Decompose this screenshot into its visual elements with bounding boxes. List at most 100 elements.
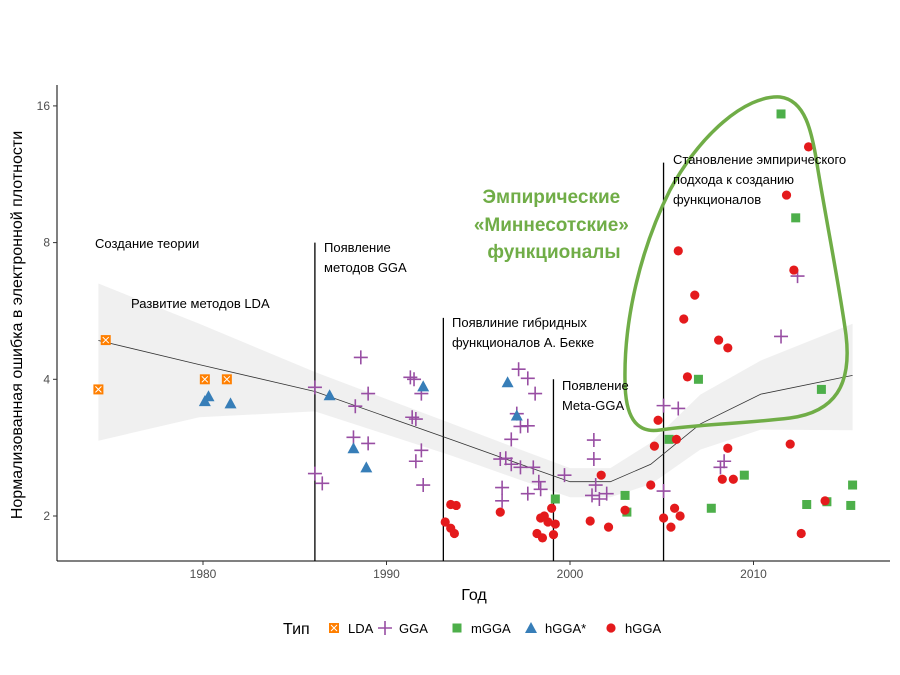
data-point-hgga [717,474,727,484]
data-point-mgga [739,470,749,480]
annotation-hybrid: Появлиние гибридных функционалов А. Бекк… [452,315,594,350]
data-point-gga [592,492,607,507]
data-point-gga [774,329,789,344]
legend-title: Тип [283,621,310,638]
data-point-hgga-star [323,389,336,401]
annotation-metagga: Появление Meta-GGA [562,378,632,413]
data-point-gga [403,370,418,385]
data-point-gga [408,454,423,469]
data-point-lda [199,374,210,385]
data-point-gga [513,460,528,475]
data-point-gga [520,418,535,433]
annotation-lda: Развитие методов LDA [131,296,270,311]
x-tick-label: 1980 [190,567,217,581]
data-point-gga [531,474,546,489]
data-point-gga [533,482,548,497]
highlight-line: Эмпирические [483,187,621,208]
y-tick-label: 4 [43,372,50,386]
data-point-hgga-star [224,397,237,409]
data-point-hgga [679,314,689,324]
y-tick-label: 16 [37,99,51,113]
data-point-mgga [776,109,786,119]
annotation-theory: Создание теории [95,236,199,251]
data-point-hgga-star [360,461,373,473]
data-point-hgga [789,265,799,275]
data-point-hgga [537,533,548,543]
data-point-gga [520,486,535,501]
data-point-gga [520,371,535,386]
data-point-hgga [548,529,559,540]
data-point-hgga [820,496,830,506]
data-point-mgga [848,480,858,490]
data-point-mgga [791,213,801,223]
legend-key-lda [329,623,339,633]
data-point-hgga [653,415,663,425]
highlight-line: функционалы [487,242,620,263]
data-point-mgga [620,490,630,500]
data-point-hgga-star [198,395,211,407]
lda-marker-cross [223,375,231,383]
axes [56,85,890,562]
data-point-gga [346,430,361,445]
legend-label: hGGA [625,621,661,636]
y-axis-label: Нормализованная ошибка в электронной пло… [9,131,26,519]
x-tick-label: 1990 [373,567,400,581]
annotation-empirical: Становление эмпирического подхода к созд… [673,152,850,207]
data-point-hgga [649,441,660,451]
data-point-hgga [714,335,724,345]
legend-label: LDA [348,621,374,636]
trend-line [98,340,853,483]
data-point-hgga [803,142,814,152]
data-point-gga [599,486,614,501]
data-point-hgga [620,505,630,515]
data-point-gga [504,432,519,447]
data-point-gga [717,454,732,469]
data-point-hgga [585,516,595,526]
data-point-hgga-star [347,442,360,454]
data-point-hgga-star [510,409,523,421]
data-point-gga [353,350,368,365]
legend-key-mgga [452,623,462,633]
x-tick-label: 2010 [740,567,767,581]
data-point-lda [100,335,111,346]
data-point-hgga [543,517,553,527]
data-point-hgga [547,503,557,513]
data-point-gga [405,410,420,425]
data-point-lda [93,384,104,395]
data-point-mgga [706,503,716,513]
data-point-gga [713,460,728,475]
data-point-hgga [675,511,685,521]
data-point-gga [493,452,508,467]
data-point-gga [408,412,423,427]
data-point-hgga [603,522,614,532]
data-point-gga [586,452,601,467]
data-point-hgga [666,522,676,532]
data-point-gga [315,476,330,491]
data-point-gga [671,401,686,416]
data-point-mgga [550,494,560,504]
data-point-hgga [646,480,656,490]
data-point-hgga [658,513,669,523]
lda-marker-cross [95,386,102,393]
data-point-gga [656,484,671,499]
lda-marker-cross [201,375,209,383]
data-point-gga [348,399,363,414]
data-point-hgga [682,372,693,382]
data-point-hgga [596,470,606,480]
data-point-hgga [728,474,738,484]
highlight-line: «Миннесотские» [474,215,629,236]
data-point-hgga [449,528,459,539]
data-point-gga [585,488,600,503]
data-point-mgga [664,434,674,444]
data-point-hgga [440,517,450,527]
data-point-gga [557,468,572,483]
data-point-gga [361,436,376,451]
data-point-gga [307,466,322,481]
highlight-label: Эмпирические «Миннесотские» функционалы [474,187,634,263]
lda-marker-cross [102,336,110,344]
data-point-gga [416,478,431,493]
data-point-gga [407,372,422,387]
legend-key-hgga [606,623,616,633]
data-point-hgga [495,507,505,517]
